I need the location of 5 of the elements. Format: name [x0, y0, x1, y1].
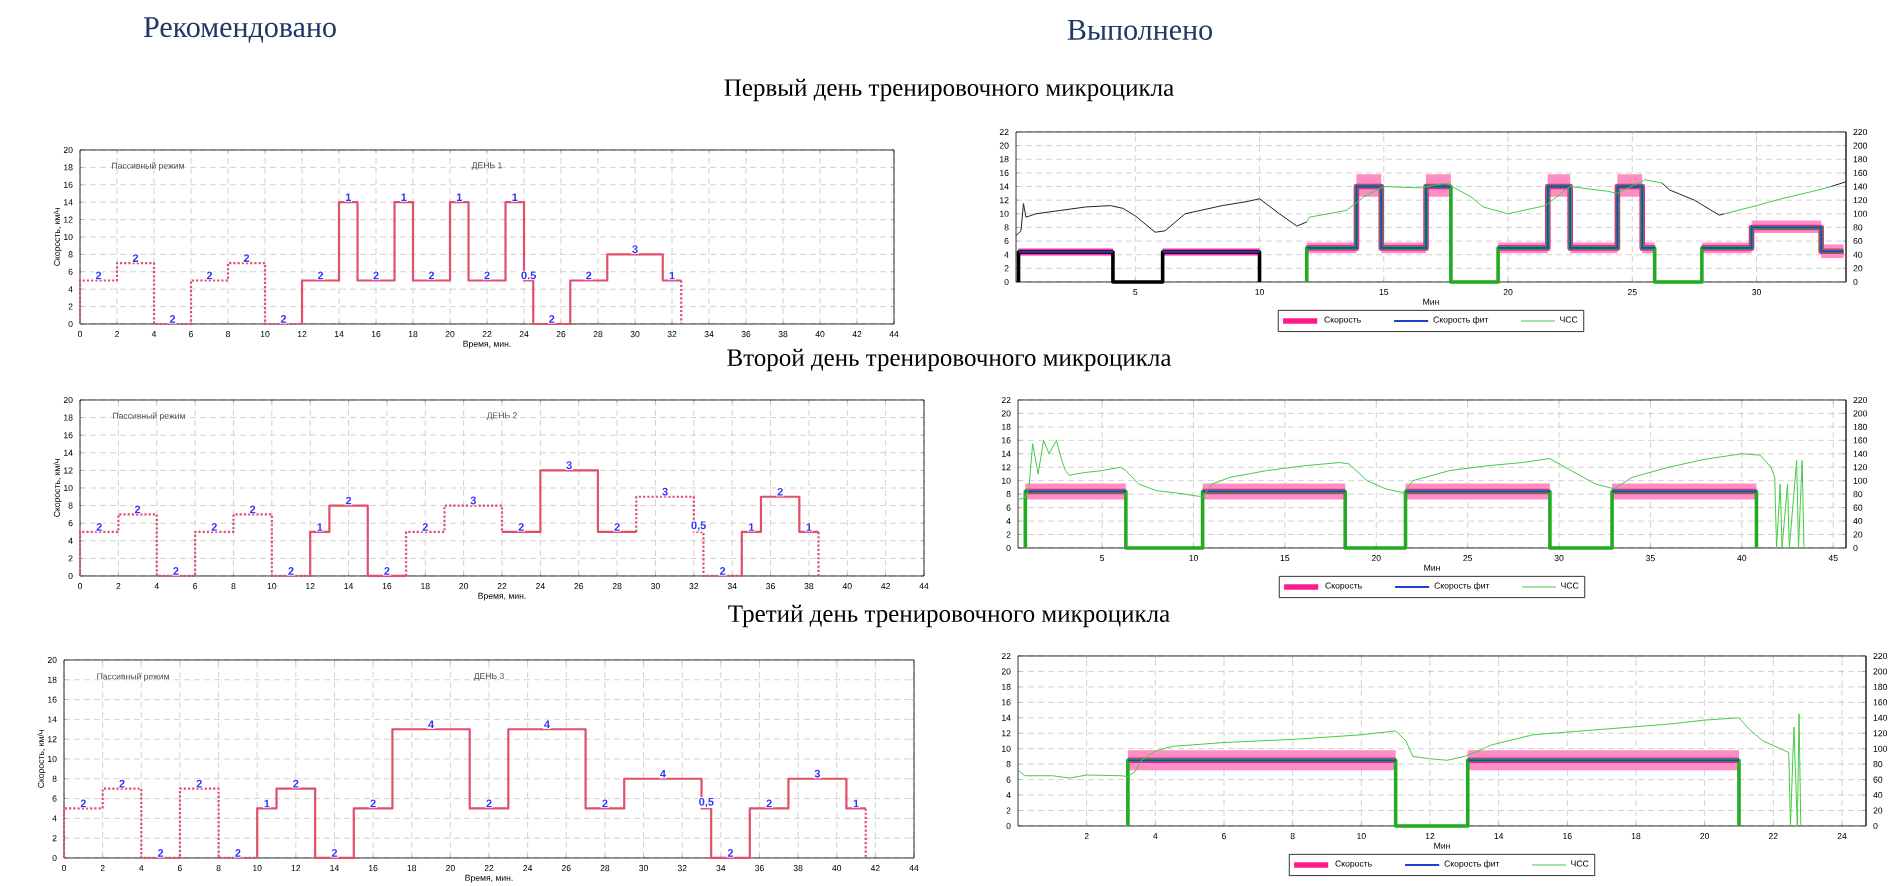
- chart-subtitle: Выполнено: [1067, 20, 1212, 40]
- text: Первый день тренировочного микроцикла: [724, 78, 1174, 102]
- chart-title: Второй день тренировочного микроцикла: [727, 348, 1172, 372]
- chart-title: Третий день тренировочного микроцикла: [728, 604, 1170, 628]
- chart-subtitle: Рекомендовано: [143, 17, 336, 43]
